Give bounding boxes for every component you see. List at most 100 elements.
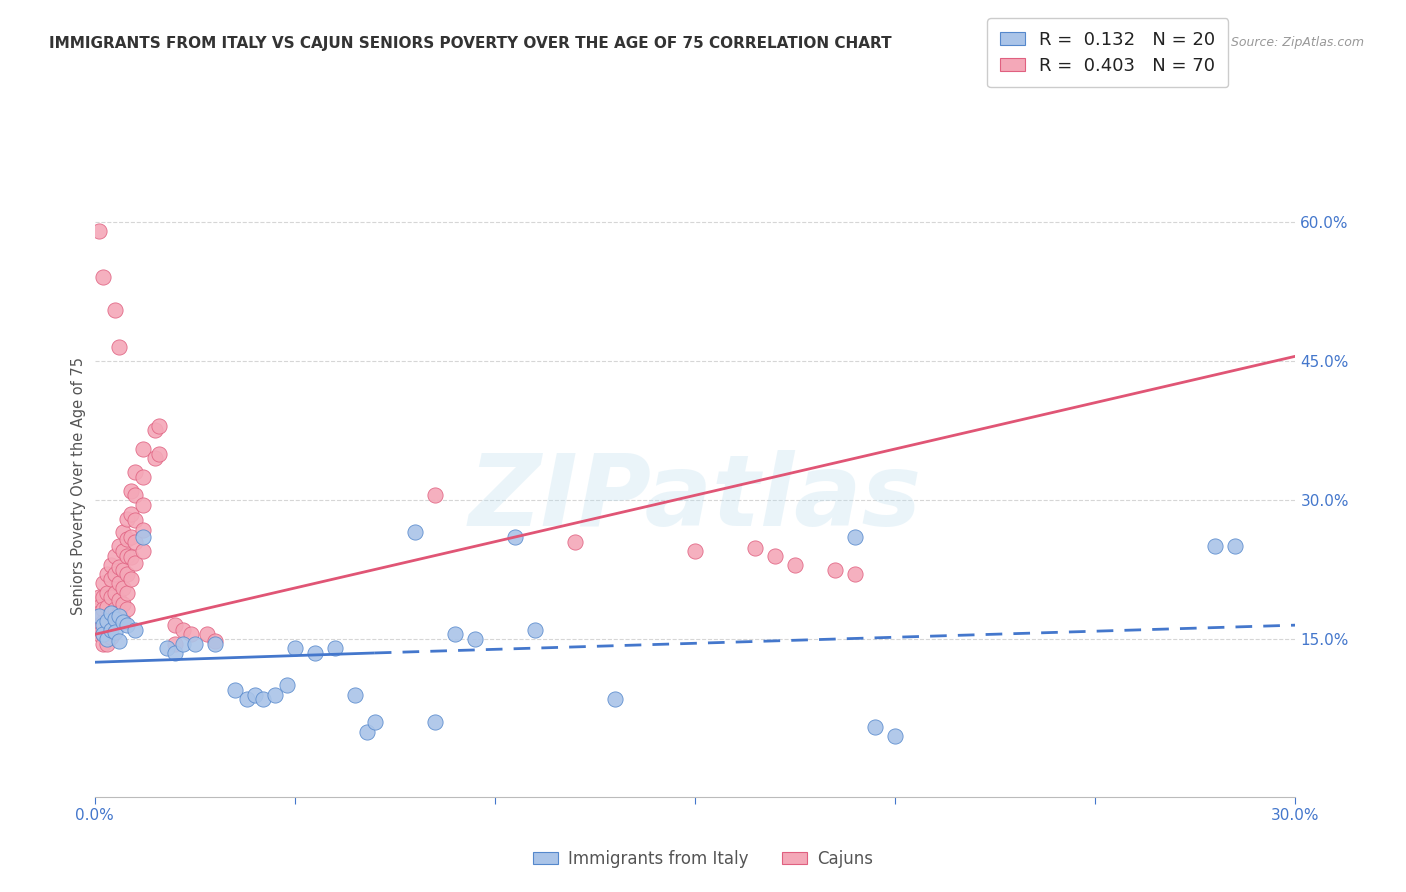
Text: ZIPatlas: ZIPatlas: [468, 450, 921, 547]
Point: [91, 618, 114, 632]
Point: [103, 585, 125, 599]
Point: [91, 591, 114, 605]
Point: [243, 688, 266, 702]
Point: [107, 559, 129, 574]
Point: [131, 442, 153, 456]
Point: [131, 470, 153, 484]
Point: [844, 530, 866, 544]
Point: [107, 593, 129, 607]
Point: [503, 530, 526, 544]
Point: [884, 730, 907, 744]
Point: [343, 688, 366, 702]
Point: [91, 602, 114, 616]
Point: [103, 612, 125, 626]
Point: [103, 624, 125, 639]
Point: [87, 608, 110, 623]
Point: [276, 678, 298, 692]
Point: [96, 614, 118, 628]
Point: [103, 549, 125, 563]
Point: [100, 618, 122, 632]
Point: [115, 567, 138, 582]
Point: [744, 541, 766, 556]
Point: [124, 513, 146, 527]
Point: [100, 572, 122, 586]
Point: [96, 614, 118, 628]
Text: IMMIGRANTS FROM ITALY VS CAJUN SENIORS POVERTY OVER THE AGE OF 75 CORRELATION CH: IMMIGRANTS FROM ITALY VS CAJUN SENIORS P…: [49, 36, 891, 51]
Point: [120, 530, 142, 544]
Point: [683, 544, 706, 558]
Point: [120, 572, 142, 586]
Point: [96, 567, 118, 582]
Point: [124, 556, 146, 570]
Point: [115, 618, 138, 632]
Point: [96, 585, 118, 599]
Point: [224, 683, 246, 698]
Point: [1225, 539, 1247, 553]
Point: [603, 692, 626, 706]
Point: [863, 720, 886, 734]
Point: [87, 591, 110, 605]
Legend: R =  0.132   N = 20, R =  0.403   N = 70: R = 0.132 N = 20, R = 0.403 N = 70: [987, 18, 1229, 87]
Point: [91, 627, 114, 641]
Point: [87, 224, 110, 238]
Point: [235, 692, 257, 706]
Point: [100, 591, 122, 605]
Point: [120, 483, 142, 498]
Point: [107, 539, 129, 553]
Point: [107, 606, 129, 620]
Point: [111, 614, 134, 628]
Point: [263, 688, 285, 702]
Point: [96, 632, 118, 646]
Point: [824, 562, 846, 576]
Point: [356, 724, 378, 739]
Point: [148, 447, 170, 461]
Point: [107, 608, 129, 623]
Point: [172, 637, 194, 651]
Point: [464, 632, 486, 646]
Point: [783, 558, 806, 572]
Point: [204, 634, 226, 648]
Point: [204, 637, 226, 651]
Point: [131, 530, 153, 544]
Point: [115, 585, 138, 599]
Text: Source: ZipAtlas.com: Source: ZipAtlas.com: [1230, 36, 1364, 49]
Point: [103, 602, 125, 616]
Point: [91, 627, 114, 641]
Point: [111, 525, 134, 540]
Point: [163, 637, 186, 651]
Point: [120, 550, 142, 565]
Point: [107, 340, 129, 354]
Point: [103, 615, 125, 630]
Point: [100, 606, 122, 620]
Point: [423, 488, 446, 502]
Point: [143, 424, 166, 438]
Point: [443, 627, 465, 641]
Point: [103, 302, 125, 317]
Point: [91, 270, 114, 285]
Point: [844, 567, 866, 582]
Point: [163, 646, 186, 660]
Point: [1204, 539, 1226, 553]
Point: [107, 576, 129, 591]
Point: [124, 465, 146, 479]
Point: [564, 534, 586, 549]
Point: [172, 623, 194, 637]
Point: [100, 558, 122, 572]
Point: [252, 692, 274, 706]
Point: [100, 623, 122, 637]
Point: [124, 488, 146, 502]
Point: [91, 576, 114, 591]
Point: [163, 618, 186, 632]
Point: [124, 534, 146, 549]
Point: [156, 641, 179, 656]
Point: [195, 627, 218, 641]
Point: [304, 646, 326, 660]
Point: [404, 525, 426, 540]
Point: [523, 623, 546, 637]
Point: [131, 544, 153, 558]
Point: [115, 602, 138, 616]
Point: [87, 599, 110, 614]
Legend: Immigrants from Italy, Cajuns: Immigrants from Italy, Cajuns: [526, 844, 880, 875]
Point: [124, 623, 146, 637]
Point: [96, 637, 118, 651]
